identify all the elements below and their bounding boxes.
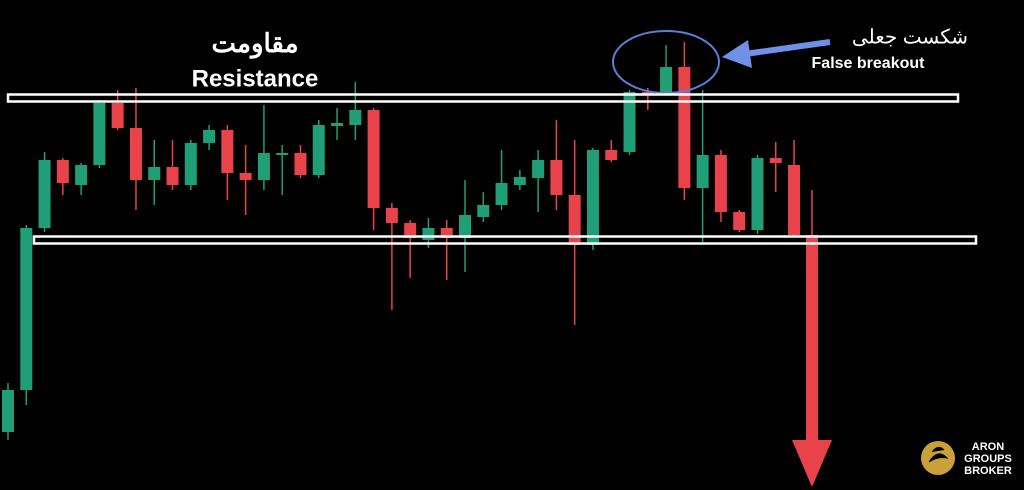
candle-body: [239, 173, 252, 180]
logo-symbol: [928, 446, 949, 463]
candle-body: [440, 228, 453, 238]
breakout-ellipse: [612, 30, 720, 94]
logo-text: BROKER: [964, 465, 1012, 477]
title-en: Resistance: [192, 65, 319, 92]
candle-body: [459, 215, 471, 238]
candle-body: [623, 92, 636, 152]
candle-body: [331, 123, 344, 126]
candle-body: [20, 228, 33, 390]
candle-body: [788, 165, 801, 235]
candle-body: [568, 195, 581, 245]
candle-body: [404, 223, 417, 238]
candle-body: [56, 160, 69, 183]
candle-body: [477, 205, 490, 217]
candle-body: [385, 208, 398, 223]
candle-body: [586, 150, 599, 245]
candle-body: [714, 155, 727, 212]
logo-text: GROUPS: [964, 453, 1012, 465]
candle-body: [221, 130, 234, 173]
down-arrow-head: [792, 440, 832, 487]
candle-body: [312, 125, 325, 175]
candle-body: [203, 130, 216, 143]
pointer-arrow: [744, 39, 831, 57]
candle-body: [38, 160, 51, 228]
candle-body: [751, 158, 764, 230]
candle-body: [129, 128, 142, 180]
candle-body: [75, 165, 88, 185]
candle-body: [678, 67, 691, 188]
support-level: [32, 235, 978, 245]
candle-body: [769, 158, 782, 163]
candle-body: [696, 155, 709, 188]
candle-body: [349, 110, 362, 125]
candle-body: [660, 67, 673, 95]
candle-body: [2, 390, 14, 432]
pointer-arrow-head: [722, 40, 752, 68]
candle-body: [257, 153, 270, 180]
candle-body: [276, 153, 289, 155]
candle-body: [111, 103, 124, 128]
candle-body: [605, 150, 618, 160]
candle-body: [184, 143, 197, 185]
candle-body: [166, 167, 179, 185]
candle-body: [550, 160, 563, 195]
candle-body: [513, 177, 526, 185]
candle-body: [495, 183, 508, 205]
candle-body: [294, 153, 307, 175]
candle-body: [422, 228, 435, 240]
candle-body: [93, 103, 106, 165]
candle-body: [367, 110, 380, 208]
candle-body: [733, 212, 746, 230]
annotation-title: شکست جعلی: [852, 26, 968, 48]
title-fa: مقاومت: [211, 28, 298, 59]
down-arrow: [806, 235, 818, 443]
resistance-level: [6, 93, 960, 103]
annotation-text: False breakout: [812, 55, 926, 72]
logo-text: ARON: [972, 441, 1004, 453]
candle-body: [532, 160, 545, 178]
candle-body: [148, 167, 161, 180]
